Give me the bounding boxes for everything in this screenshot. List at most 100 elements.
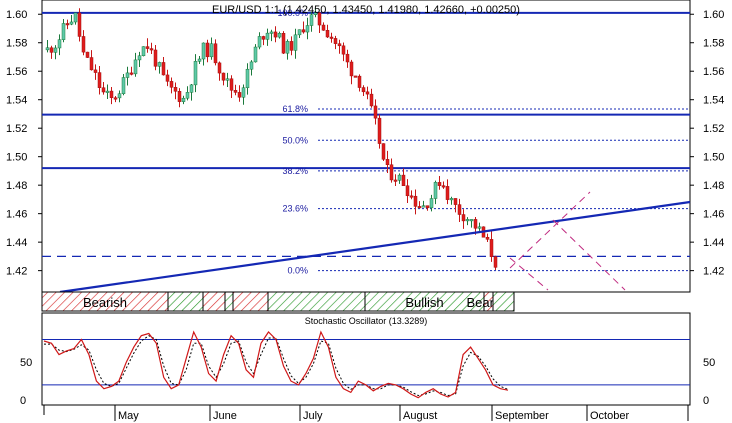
candle-body	[241, 87, 246, 98]
candle-body	[489, 239, 494, 257]
y-tick-label-right: 1.46	[703, 209, 724, 221]
sentiment-band-bearish	[232, 291, 269, 312]
candle-body	[197, 58, 202, 62]
candle-body	[493, 256, 498, 268]
candle-body	[417, 206, 422, 209]
candle-body	[269, 31, 274, 34]
candle-body	[109, 90, 114, 98]
x-month-label: August	[403, 410, 437, 422]
candle-body	[265, 32, 270, 40]
candle-body	[189, 84, 194, 93]
candle-body	[453, 198, 458, 205]
y-tick-label-left: 1.54	[6, 95, 27, 107]
candle-body	[97, 72, 102, 88]
y-tick-label-right: 1.44	[703, 237, 724, 249]
candle-body	[469, 219, 474, 222]
projection-line-up	[509, 191, 591, 269]
candle-body	[165, 74, 170, 82]
y-tick-label-right: 1.58	[703, 38, 724, 50]
candle-body	[213, 43, 218, 64]
x-month-label: June	[213, 410, 237, 422]
candle-body	[485, 237, 490, 240]
candle-body	[273, 31, 278, 38]
candle-body	[361, 87, 366, 93]
candle-body	[249, 61, 254, 70]
projection-line-down	[509, 257, 549, 291]
sentiment-band-bearish	[202, 291, 226, 312]
y-tick-label-left: 1.50	[6, 152, 27, 164]
candle-body	[65, 23, 70, 26]
candle-body	[373, 105, 378, 119]
candle-body	[297, 29, 302, 36]
y-tick-label-left: 1.60	[6, 9, 27, 21]
candle-body	[309, 14, 314, 26]
candle-body	[293, 34, 298, 51]
candle-body	[45, 47, 50, 51]
x-month-label: May	[118, 410, 139, 422]
chart-title: EUR/USD 1:1 (1.42450, 1.43450, 1.41980, …	[212, 4, 520, 16]
y-tick-label-left: 1.58	[6, 38, 27, 50]
candle-body	[477, 226, 482, 229]
candle-body	[57, 39, 62, 49]
candle-body	[281, 32, 286, 54]
candle-body	[229, 78, 234, 91]
candle-body	[421, 205, 426, 208]
sentiment-band-bullish	[492, 291, 515, 312]
candle-body	[313, 12, 318, 15]
candle-body	[405, 185, 410, 197]
sentiment-band-label: Bullish	[405, 295, 443, 310]
oscillator-tick-right: 50	[703, 357, 715, 369]
candle-body	[425, 205, 430, 209]
sentiment-band-bullish	[224, 291, 234, 312]
candle-body	[473, 219, 478, 229]
candle-body	[113, 97, 118, 100]
y-tick-label-left: 1.48	[6, 180, 27, 192]
candle-body	[357, 75, 362, 88]
candle-body	[305, 25, 310, 33]
candle-body	[205, 42, 210, 58]
candle-body	[85, 51, 90, 58]
candle-body	[125, 72, 130, 78]
candle-body	[393, 179, 398, 182]
candle-body	[105, 90, 110, 93]
candle-body	[69, 21, 74, 25]
oscillator-d-line	[44, 335, 509, 397]
candle-body	[261, 36, 266, 40]
candle-body	[321, 24, 326, 31]
sentiment-band-bullish	[267, 291, 366, 312]
candle-body	[169, 81, 174, 88]
fibonacci-label: 0.0%	[287, 266, 308, 276]
x-month-label: July	[303, 410, 323, 422]
candle-body	[221, 72, 226, 81]
candle-body	[333, 38, 338, 44]
candle-body	[457, 204, 462, 215]
candle-body	[161, 62, 166, 76]
y-tick-label-right: 1.42	[703, 266, 724, 278]
candle-body	[93, 69, 98, 73]
oscillator-panel	[41, 312, 691, 406]
y-tick-label-right: 1.60	[703, 9, 724, 21]
candle-body	[129, 72, 134, 75]
candle-body	[193, 61, 198, 86]
candle-body	[381, 143, 386, 160]
fibonacci-label: 100.0%	[277, 8, 308, 18]
x-month-label: October	[590, 410, 629, 422]
candle-body	[61, 23, 66, 40]
candle-body	[253, 46, 258, 63]
fibonacci-label: 61.8%	[282, 104, 308, 114]
candle-body	[209, 43, 214, 58]
candle-body	[429, 198, 434, 209]
candle-body	[149, 48, 154, 51]
candle-body	[449, 198, 454, 201]
candle-body	[237, 92, 242, 98]
candle-body	[389, 164, 394, 181]
candle-body	[437, 182, 442, 186]
candle-body	[217, 62, 222, 74]
candle-body	[433, 182, 438, 199]
candle-body	[133, 59, 138, 75]
candle-body	[49, 47, 54, 53]
candle-body	[345, 53, 350, 63]
fibonacci-label: 23.6%	[282, 204, 308, 214]
candle-body	[89, 57, 94, 71]
fibonacci-label: 38.2%	[282, 166, 308, 176]
